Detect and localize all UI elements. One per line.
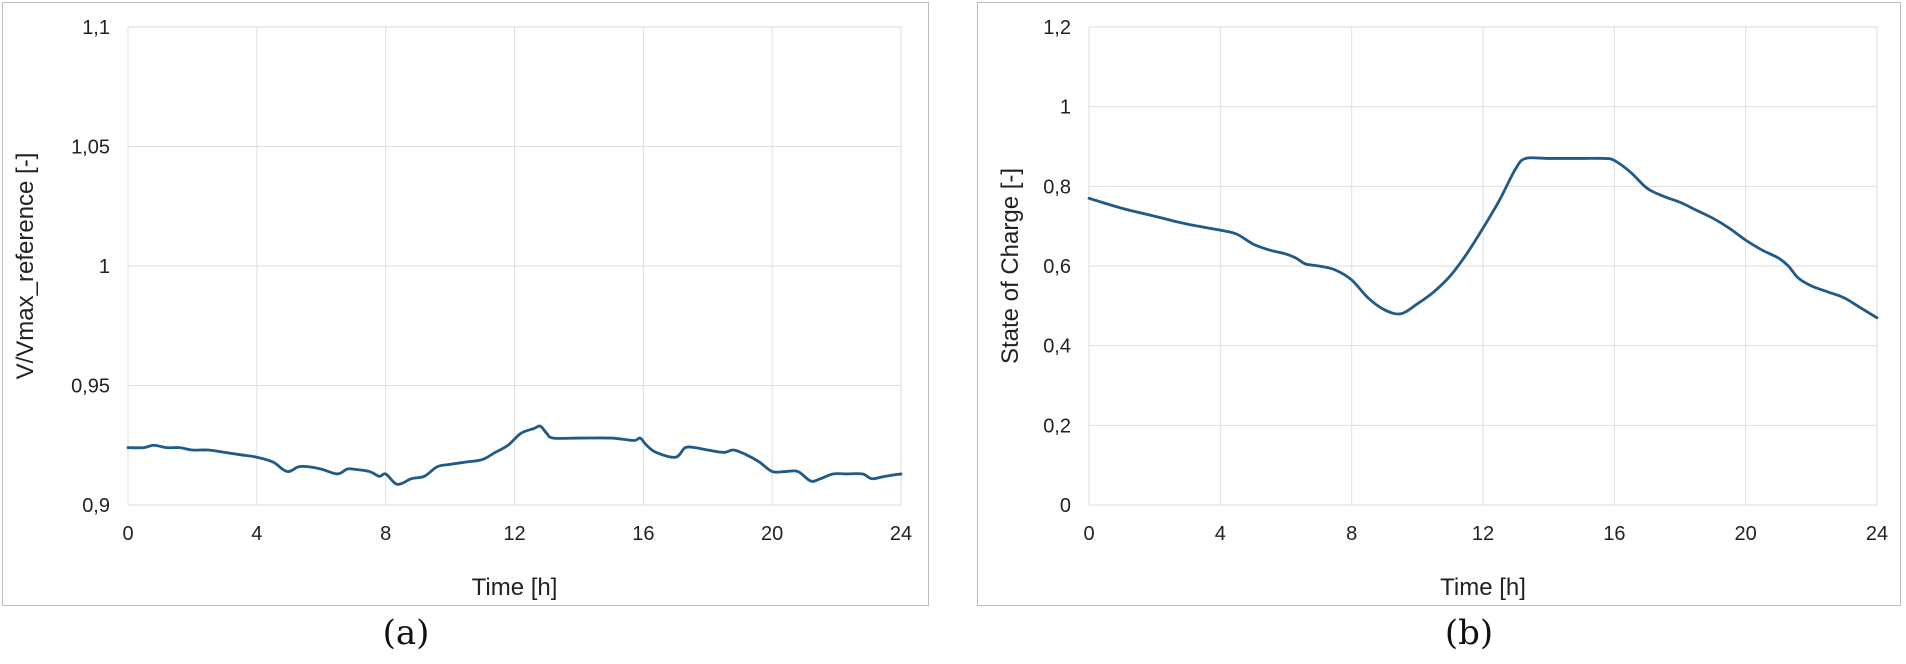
series-line [1087,156,1879,320]
x-tick-label: 4 [1215,523,1226,545]
y-tick-label: 0,8 [1043,176,1071,198]
x-tick-label: 12 [1472,523,1494,545]
x-tick-label: 4 [251,523,262,545]
x-tick-label: 16 [632,523,654,545]
chart-panel-a: 0,9 0,95 1 1,05 1,1 0 4 8 12 16 20 24 Time [h] V/Vmax… [2,2,929,606]
series-line [126,424,903,486]
x-tick-label: 8 [1346,523,1357,545]
x-tick-label: 24 [1866,523,1888,545]
x-tick-label: 20 [1735,523,1757,545]
y-tick-label: 1 [99,256,110,278]
caption-a: (a) [382,613,430,653]
x-tick-label: 16 [1603,523,1625,545]
x-axis-title: Time [h] [1440,574,1526,601]
x-tick-label: 20 [761,523,783,545]
x-tick-label: 8 [380,523,391,545]
y-tick-label: 0,2 [1043,415,1071,437]
y-tick-label: 1,1 [82,17,110,39]
x-tick-label: 0 [1083,523,1094,545]
y-tick-label: 0 [1060,495,1071,517]
y-axis-title: V/Vmax_reference [-] [12,153,39,380]
y-tick-label: 1,05 [71,137,110,159]
x-tick-label: 0 [122,523,133,545]
y-tick-label: 1,2 [1043,17,1071,39]
caption-b: (b) [1444,613,1494,653]
y-tick-label: 0,6 [1043,256,1071,278]
chart-panel-b: 0 0,2 0,4 0,6 0,8 1 1,2 0 4 8 12 16 20 24 Time [h] Stat… [977,2,1901,606]
y-tick-label: 0,4 [1043,336,1071,358]
x-tick-label: 12 [503,523,525,545]
x-tick-label: 24 [890,523,912,545]
y-tick-label: 1 [1060,97,1071,119]
state-of-charge-line-chart: 0 0,2 0,4 0,6 0,8 1 1,2 0 4 8 12 16 20 24 Time [h] Stat… [997,17,1888,601]
x-axis-title: Time [h] [472,574,558,601]
voltage-line-chart: 0,9 0,95 1 1,05 1,1 0 4 8 12 16 20 24 Time [h] V/Vmax… [12,17,912,601]
y-tick-label: 0,9 [82,495,110,517]
y-tick-label: 0,95 [71,376,110,398]
y-axis-title: State of Charge [-] [997,168,1024,364]
